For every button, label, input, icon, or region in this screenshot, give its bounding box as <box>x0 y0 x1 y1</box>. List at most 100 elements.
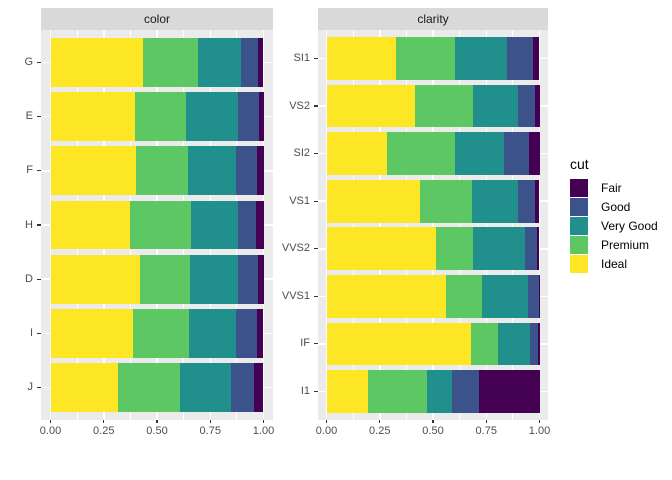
bar-segment-premium <box>135 92 187 142</box>
bar-segment-ideal <box>326 84 415 128</box>
major-gridline <box>485 30 487 420</box>
legend-entry-label: Premium <box>601 238 650 252</box>
stacked-bar-SI1 <box>326 37 540 80</box>
bar-segment-good <box>527 274 539 318</box>
y-axis-tick <box>36 386 41 389</box>
bar-segment-premium <box>396 37 455 80</box>
bar-segment-good <box>238 92 259 142</box>
bar-segment-fair <box>535 179 540 223</box>
bar-segment-good <box>237 200 256 250</box>
y-axis-tick <box>36 332 41 334</box>
bar-segment-very-good <box>197 38 242 87</box>
legend-key-swatch <box>570 179 588 197</box>
y-axis-tick <box>36 170 41 172</box>
bar-segment-fair <box>534 84 540 128</box>
minor-gridline <box>405 30 407 420</box>
x-axis-label: 0.75 <box>475 424 497 437</box>
x-axis-tick <box>485 420 487 424</box>
bar-segment-fair <box>256 146 264 196</box>
facet-strip-clarity: clarity <box>318 8 548 30</box>
bar-segment-fair <box>258 92 264 142</box>
y-axis-tick <box>313 248 318 250</box>
x-axis-label: 0.50 <box>146 424 168 437</box>
bar-segment-very-good <box>188 308 237 358</box>
y-axis-label-I1: I1 <box>300 384 310 397</box>
bar-segment-ideal <box>50 254 140 304</box>
x-axis-tick <box>156 420 158 424</box>
legend-key-swatch <box>570 236 588 254</box>
bar-segment-ideal <box>50 38 143 87</box>
plot-panel-color <box>41 30 273 420</box>
legend-entry-label: Fair <box>601 181 622 195</box>
x-axis-label: 1.00 <box>528 424 551 437</box>
bar-segment-premium <box>139 254 190 304</box>
bar-segment-very-good <box>427 370 452 413</box>
x-axis-tick <box>538 420 541 424</box>
major-gridline <box>538 30 541 420</box>
legend-title: cut <box>570 156 589 172</box>
x-axis-label: 1.00 <box>252 424 275 437</box>
x-axis-label: 0.00 <box>315 424 338 437</box>
bar-segment-premium <box>142 38 198 87</box>
bar-segment-good <box>241 38 258 87</box>
y-axis-tick <box>36 224 41 226</box>
bar-segment-fair <box>536 227 540 271</box>
bar-segment-very-good <box>481 274 528 318</box>
bar-segment-ideal <box>326 179 421 223</box>
bar-segment-premium <box>118 363 180 412</box>
legend-entry-label: Ideal <box>601 257 628 271</box>
y-axis-label-VVS1: VVS1 <box>281 289 310 302</box>
bar-segment-ideal <box>50 308 133 358</box>
y-axis-tick <box>36 278 41 280</box>
stacked-bar-H <box>50 200 264 250</box>
legend-entry-good: Good <box>570 198 658 216</box>
y-axis-tick <box>313 343 318 345</box>
legend-cut: cut Fair Good Very Good Premium Ideal <box>570 156 658 274</box>
bar-segment-premium <box>368 370 428 413</box>
bar-segment-very-good <box>186 92 239 142</box>
legend-entry-premium: Premium <box>570 236 658 254</box>
legend-entry-very-good: Very Good <box>570 217 658 235</box>
bar-segment-premium <box>420 179 472 223</box>
y-axis-label-H: H <box>25 218 33 231</box>
bar-segment-good <box>231 363 255 412</box>
legend-entry-fair: Fair <box>570 179 658 197</box>
bar-segment-fair <box>256 308 264 358</box>
bar-segment-fair <box>479 370 540 413</box>
y-axis-label-G: G <box>24 56 33 68</box>
bar-segment-very-good <box>455 132 504 176</box>
bar-segment-ideal <box>50 146 136 196</box>
bar-segment-good <box>237 254 259 304</box>
y-axis-label-J: J <box>27 381 34 393</box>
facet-strip-color-label: color <box>143 12 170 26</box>
y-axis-tick <box>313 153 318 155</box>
bar-segment-very-good <box>189 254 238 304</box>
bar-segment-ideal <box>326 37 397 80</box>
y-axis-label-IF: IF <box>300 337 310 350</box>
x-axis-tick <box>103 420 105 424</box>
bar-segment-very-good <box>190 200 238 250</box>
bar-segment-very-good <box>454 37 508 80</box>
bar-segment-fair <box>257 38 264 87</box>
bar-segment-good <box>529 322 539 366</box>
bar-segment-good <box>507 37 533 80</box>
stacked-bar-J <box>50 363 264 412</box>
bar-segment-fair <box>255 200 264 250</box>
bar-segment-premium <box>470 322 499 366</box>
y-axis-label-VS2: VS2 <box>289 99 310 112</box>
y-axis-label-SI1: SI1 <box>293 52 310 65</box>
stacked-bar-VS2 <box>326 84 540 128</box>
bar-segment-good <box>503 132 529 176</box>
bar-segment-fair <box>532 37 540 80</box>
major-gridline <box>325 30 328 420</box>
stacked-bar-SI2 <box>326 132 540 176</box>
bar-segment-good <box>517 84 535 128</box>
stacked-bar-D <box>50 254 264 304</box>
x-axis-label: 0.25 <box>369 424 391 437</box>
bar-segment-ideal <box>50 363 119 412</box>
y-axis-label-VVS2: VVS2 <box>281 242 310 255</box>
bar-segment-premium <box>135 146 188 196</box>
bar-segment-very-good <box>472 84 518 128</box>
y-axis-tick <box>313 390 318 393</box>
